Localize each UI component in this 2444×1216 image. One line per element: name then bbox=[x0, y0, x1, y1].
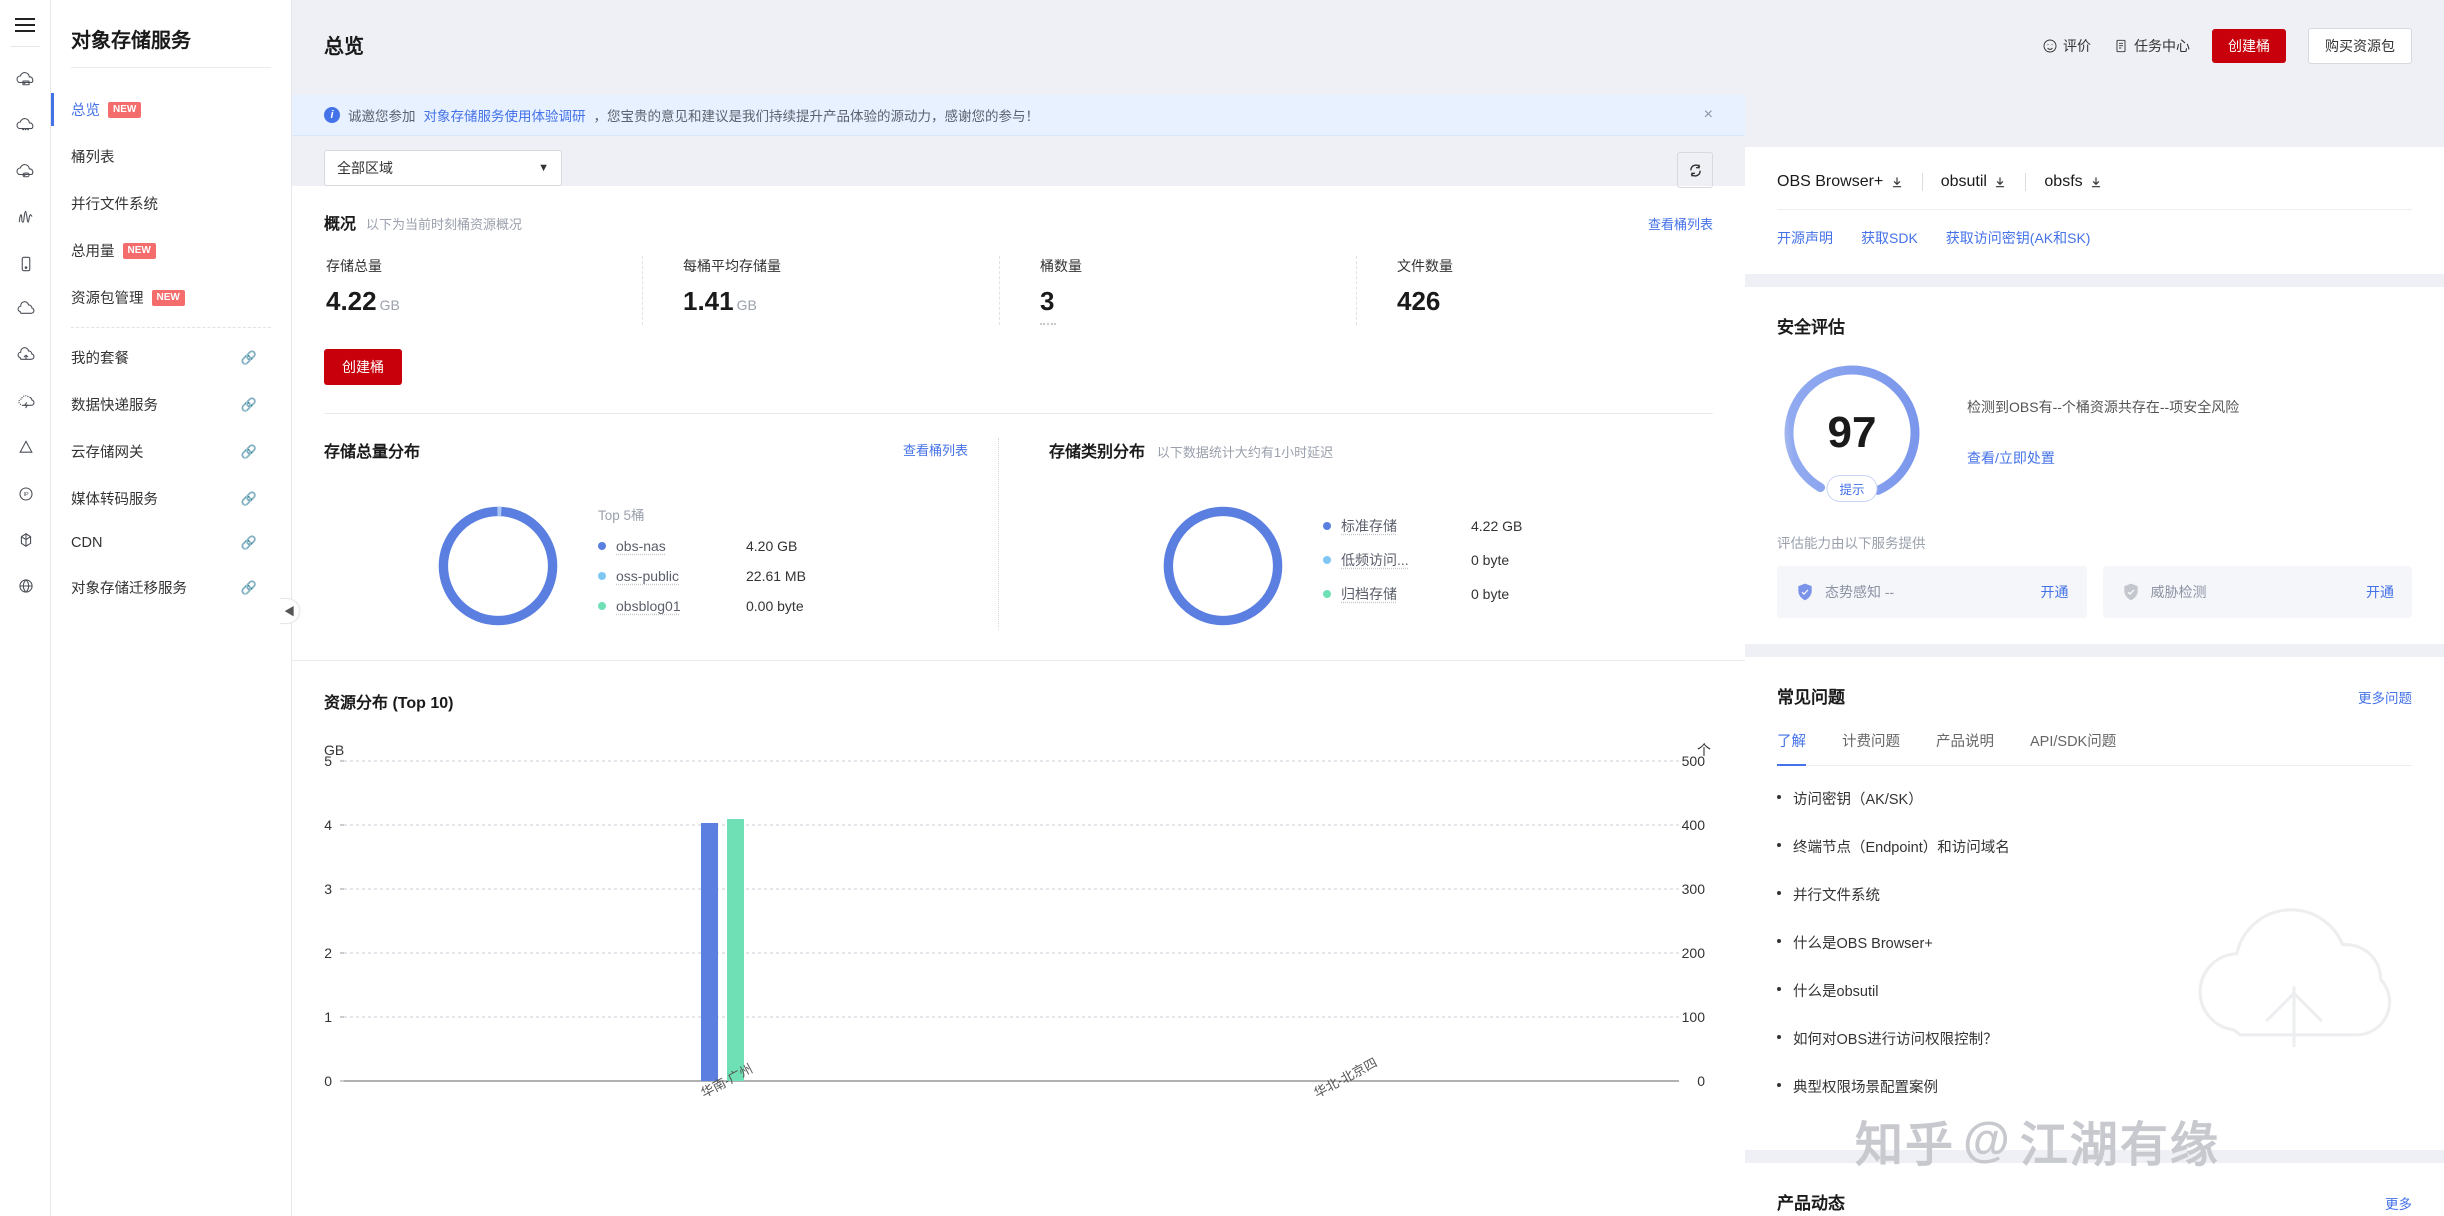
svg-text:华北-北京四: 华北-北京四 bbox=[1311, 1055, 1379, 1101]
svg-text:IP: IP bbox=[23, 492, 29, 498]
svg-text:4: 4 bbox=[324, 817, 332, 833]
svg-text:300: 300 bbox=[1682, 881, 1706, 897]
svg-text:5: 5 bbox=[324, 753, 332, 769]
svg-text:3: 3 bbox=[324, 881, 332, 897]
svg-text:2: 2 bbox=[324, 945, 332, 961]
svg-text:200: 200 bbox=[1682, 945, 1706, 961]
svg-text:100: 100 bbox=[1682, 1009, 1706, 1025]
svg-text:1: 1 bbox=[324, 1009, 332, 1025]
svg-text:400: 400 bbox=[1682, 817, 1706, 833]
svg-text:0: 0 bbox=[1697, 1073, 1705, 1089]
svg-text:500: 500 bbox=[1682, 753, 1706, 769]
svg-text:0: 0 bbox=[324, 1073, 332, 1089]
